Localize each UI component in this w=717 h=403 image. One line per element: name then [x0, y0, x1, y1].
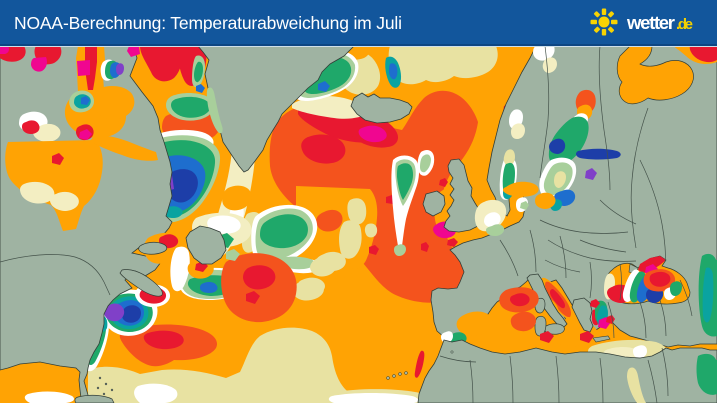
- svg-text:wetter: wetter: [626, 12, 675, 33]
- svg-text:NOAA-Berechnung: Temperaturabw: NOAA-Berechnung: Temperaturabweichung im…: [14, 13, 402, 33]
- svg-text:.de: .de: [676, 16, 693, 33]
